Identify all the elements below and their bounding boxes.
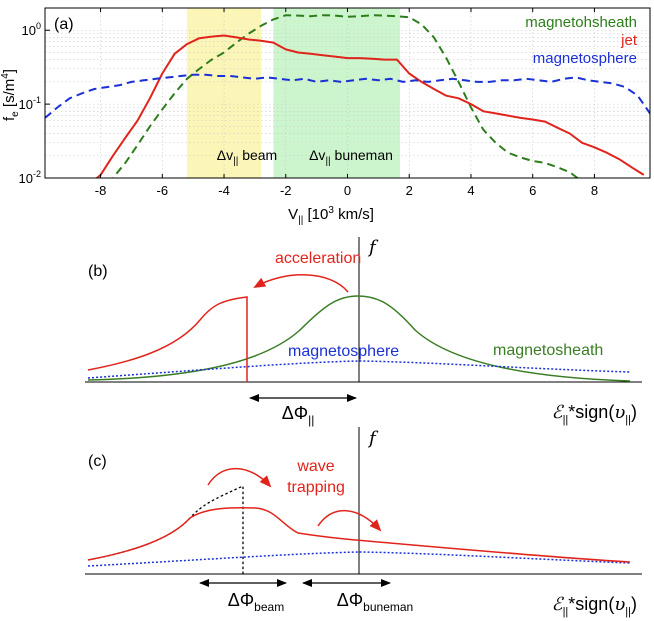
panel-c-initial-beam-curve (87, 484, 244, 574)
trapping-label: trapping (287, 479, 345, 496)
panel-b-magnetosheath-curve (87, 295, 631, 382)
panel-a-label: (a) (54, 16, 74, 33)
series-line-jet (95, 34, 645, 178)
panel-a: -8 -6 -4 -2 0 2 4 6 8 100 10-1 10-2 (a) magnetohshe… (0, 7, 651, 226)
x-tick-label: -4 (218, 183, 230, 198)
panel-b-x-axis-label: ℰ||*sign(υ||) (552, 402, 637, 426)
x-tick-label: -6 (157, 183, 169, 198)
panel-c: (c) f wave trapping ΔΦbeam ΔΦbuneman ℰ||… (85, 427, 642, 618)
panel-b-label: (b) (88, 263, 108, 280)
legend-magnetosheath: magnetohsheath (525, 14, 637, 31)
band-label-beam: Δv|| beam (217, 147, 277, 167)
x-tick-label: -2 (280, 183, 292, 198)
panel-a-y-axis-label: fe [s/m4] (0, 69, 21, 121)
panel-b-jet-curve (87, 296, 248, 382)
delta-phi-label: ΔΦ|| (282, 403, 315, 427)
panel-c-label: (c) (88, 453, 107, 470)
y-tick-label: 100 (22, 21, 41, 38)
acceleration-arrow (253, 274, 349, 293)
panel-b-magnetosphere-curve (87, 360, 631, 379)
x-tick-label: 0 (344, 183, 351, 198)
x-tick-label: -8 (95, 183, 107, 198)
x-tick-label: 2 (406, 183, 413, 198)
series-line-magnetohsheath (111, 14, 580, 178)
acceleration-label: acceleration (275, 250, 361, 267)
panel-b-magnetosphere-label: magnetosphere (288, 343, 399, 360)
legend-jet: jet (620, 32, 638, 49)
legend-magnetosphere: magnetosphere (533, 50, 637, 67)
wave-label: wave (296, 458, 334, 475)
panel-b: (b) f acceleration magnetosphere magneto… (85, 237, 642, 427)
band-1 (273, 8, 400, 178)
panel-c-jet-curve (87, 506, 631, 563)
x-tick-label: 4 (467, 183, 474, 198)
y-tick-label: 10-1 (19, 95, 41, 112)
delta-phi-beam-label: ΔΦbeam (228, 590, 284, 614)
panel-c-x-axis-label: ℰ||*sign(υ||) (552, 594, 637, 618)
wave-trapping-arrow-1 (207, 467, 272, 488)
series-line-magnetosphere (45, 73, 650, 119)
panel-a-series (45, 14, 650, 178)
y-tick-label: 10-2 (19, 169, 41, 186)
panel-b-y-axis-label: f (367, 237, 379, 258)
panel-b-magnetosheath-label: magnetosheath (493, 342, 603, 359)
panel-c-magnetosphere-curve (87, 551, 631, 567)
x-tick-label: 8 (591, 183, 598, 198)
panel-c-y-axis-label: f (367, 428, 379, 449)
panel-a-x-axis-label: V|| [103 km/s] (288, 205, 374, 226)
band-label-buneman: Δv|| buneman (309, 147, 393, 167)
x-tick-label: 6 (529, 183, 536, 198)
wave-trapping-arrow-2 (317, 510, 382, 532)
panel-a-ticks: -8 -6 -4 -2 0 2 4 6 8 100 10-1 10-2 (19, 8, 598, 198)
delta-phi-buneman-label: ΔΦbuneman (337, 590, 413, 614)
